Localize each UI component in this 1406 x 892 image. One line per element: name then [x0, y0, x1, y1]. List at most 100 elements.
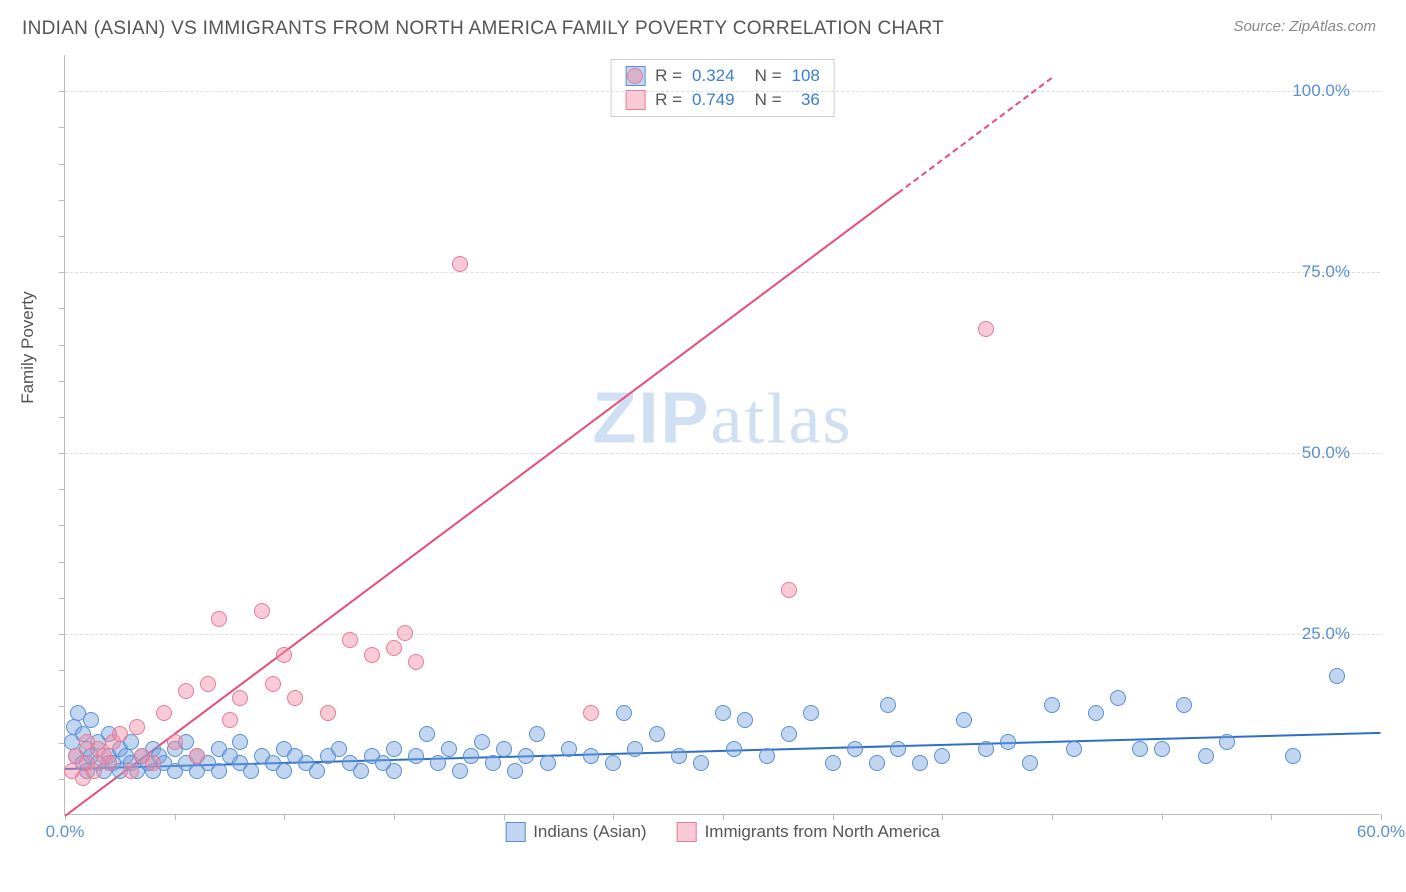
y-tick-mark	[59, 91, 65, 92]
data-point	[781, 582, 797, 598]
x-tick-mark	[175, 814, 176, 820]
data-point	[145, 755, 161, 771]
data-point	[1329, 668, 1345, 684]
data-point	[496, 741, 512, 757]
legend-label: Immigrants from North America	[705, 822, 940, 842]
data-point	[627, 741, 643, 757]
data-point	[1000, 734, 1016, 750]
data-point	[561, 741, 577, 757]
data-point	[222, 712, 238, 728]
x-tick-label: 0.0%	[46, 822, 85, 842]
data-point	[934, 748, 950, 764]
trend-line	[64, 192, 899, 817]
data-point	[287, 690, 303, 706]
trend-line-dashed	[898, 77, 1053, 193]
data-point	[243, 763, 259, 779]
y-tick-mark	[59, 345, 65, 346]
y-tick-mark	[59, 489, 65, 490]
y-tick-mark	[59, 236, 65, 237]
data-point	[408, 654, 424, 670]
legend-item: Indians (Asian)	[505, 822, 646, 842]
data-point	[129, 719, 145, 735]
data-point	[342, 632, 358, 648]
chart-source: Source: ZipAtlas.com	[1233, 18, 1376, 35]
legend-n-label: N =	[755, 90, 782, 110]
y-tick-mark	[59, 308, 65, 309]
data-point	[616, 705, 632, 721]
data-point	[880, 697, 896, 713]
x-tick-mark	[942, 814, 943, 820]
plot-area: ZIPatlas R =0.324N =108R =0.749N = 36 In…	[64, 55, 1380, 815]
data-point	[583, 705, 599, 721]
data-point	[474, 734, 490, 750]
x-tick-label: 60.0%	[1357, 822, 1405, 842]
data-point	[518, 748, 534, 764]
data-point	[956, 712, 972, 728]
watermark-atlas: atlas	[711, 379, 853, 459]
data-point	[1154, 741, 1170, 757]
data-point	[156, 705, 172, 721]
y-tick-mark	[59, 200, 65, 201]
data-point	[211, 763, 227, 779]
x-tick-mark	[1162, 814, 1163, 820]
x-tick-mark	[723, 814, 724, 820]
data-point	[1176, 697, 1192, 713]
x-tick-mark	[613, 814, 614, 820]
data-point	[803, 705, 819, 721]
legend-r-label: R =	[655, 90, 682, 110]
data-point	[627, 68, 643, 84]
x-tick-mark	[1381, 814, 1382, 820]
legend-swatch	[625, 90, 645, 110]
grid-line	[65, 91, 1380, 92]
data-point	[1088, 705, 1104, 721]
data-point	[232, 690, 248, 706]
y-tick-label: 100.0%	[1292, 81, 1350, 101]
data-point	[320, 705, 336, 721]
data-point	[86, 763, 102, 779]
y-tick-mark	[59, 598, 65, 599]
y-tick-label: 75.0%	[1302, 262, 1350, 282]
x-tick-mark	[1052, 814, 1053, 820]
x-tick-mark	[394, 814, 395, 820]
legend-n-value: 108	[792, 66, 820, 86]
data-point	[189, 748, 205, 764]
data-point	[912, 755, 928, 771]
data-point	[726, 741, 742, 757]
legend-row: R =0.324N =108	[625, 64, 820, 88]
data-point	[1219, 734, 1235, 750]
data-point	[978, 321, 994, 337]
data-point	[211, 611, 227, 627]
y-axis-label: Family Poverty	[18, 291, 38, 403]
x-tick-mark	[1271, 814, 1272, 820]
watermark-zip: ZIP	[593, 379, 711, 459]
data-point	[364, 647, 380, 663]
data-point	[309, 763, 325, 779]
chart-title: INDIAN (ASIAN) VS IMMIGRANTS FROM NORTH …	[22, 18, 944, 40]
legend-n-label: N =	[755, 66, 782, 86]
legend-label: Indians (Asian)	[533, 822, 646, 842]
data-point	[649, 726, 665, 742]
data-point	[353, 763, 369, 779]
data-point	[507, 763, 523, 779]
y-tick-mark	[59, 562, 65, 563]
x-tick-mark	[284, 814, 285, 820]
x-tick-mark	[833, 814, 834, 820]
y-tick-mark	[59, 272, 65, 273]
y-tick-mark	[59, 127, 65, 128]
legend-r-value: 0.749	[692, 90, 735, 110]
x-tick-mark	[504, 814, 505, 820]
y-tick-mark	[59, 453, 65, 454]
data-point	[485, 755, 501, 771]
data-point	[693, 755, 709, 771]
data-point	[781, 726, 797, 742]
chart-container: Family Poverty ZIPatlas R =0.324N =108R …	[50, 55, 1380, 845]
data-point	[1066, 741, 1082, 757]
data-point	[254, 603, 270, 619]
data-point	[331, 741, 347, 757]
data-point	[759, 748, 775, 764]
data-point	[978, 741, 994, 757]
data-point	[737, 712, 753, 728]
legend-swatch	[505, 822, 525, 842]
y-tick-mark	[59, 779, 65, 780]
data-point	[1044, 697, 1060, 713]
